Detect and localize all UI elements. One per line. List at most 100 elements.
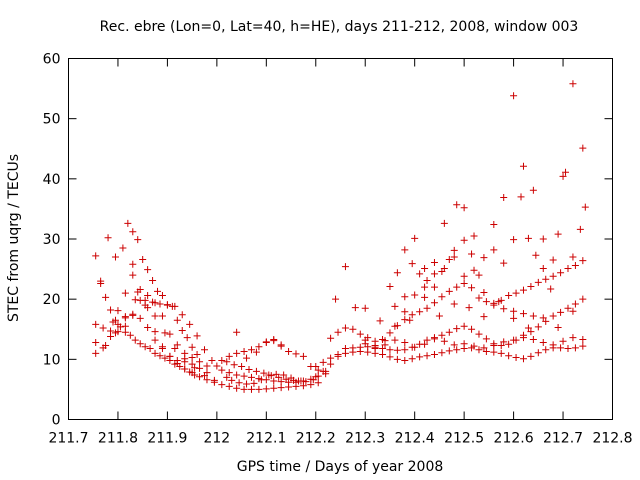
data-point bbox=[557, 308, 565, 316]
data-point bbox=[564, 345, 572, 353]
data-point bbox=[460, 236, 468, 244]
data-point bbox=[319, 367, 327, 375]
data-point bbox=[453, 201, 461, 209]
data-point bbox=[334, 328, 342, 336]
x-tick-label: 212.1 bbox=[246, 431, 286, 447]
data-point bbox=[166, 330, 174, 338]
data-point bbox=[151, 328, 159, 336]
x-tick-label: 212.4 bbox=[395, 431, 435, 447]
data-point bbox=[267, 372, 275, 380]
data-point bbox=[450, 300, 458, 308]
data-point bbox=[107, 306, 115, 314]
data-point bbox=[490, 348, 498, 356]
data-point bbox=[438, 267, 446, 275]
data-point bbox=[416, 353, 424, 361]
data-point bbox=[158, 312, 166, 320]
data-point bbox=[527, 328, 535, 336]
data-point bbox=[144, 292, 152, 300]
data-point bbox=[460, 272, 468, 280]
y-tick-label: 20 bbox=[43, 292, 61, 308]
data-point bbox=[275, 373, 283, 381]
data-point bbox=[327, 354, 335, 362]
data-point bbox=[371, 345, 379, 353]
data-point bbox=[549, 272, 557, 280]
data-point bbox=[529, 312, 537, 320]
data-point bbox=[376, 317, 384, 325]
data-point bbox=[539, 264, 547, 272]
data-point bbox=[524, 324, 532, 332]
data-point bbox=[450, 253, 458, 261]
data-point bbox=[505, 292, 513, 300]
data-point bbox=[527, 352, 535, 360]
data-point bbox=[277, 384, 285, 392]
data-point bbox=[527, 283, 535, 291]
data-point bbox=[178, 326, 186, 334]
data-point bbox=[114, 307, 122, 315]
data-point bbox=[549, 341, 557, 349]
data-point bbox=[450, 341, 458, 349]
data-point bbox=[280, 371, 288, 379]
data-point bbox=[571, 344, 579, 352]
data-point bbox=[393, 269, 401, 277]
data-point bbox=[411, 234, 419, 242]
data-point bbox=[381, 341, 389, 349]
data-point bbox=[539, 338, 547, 346]
data-point bbox=[104, 234, 112, 242]
data-point bbox=[564, 264, 572, 272]
data-point bbox=[299, 352, 307, 360]
data-point bbox=[136, 340, 144, 348]
data-point bbox=[557, 269, 565, 277]
data-point bbox=[401, 293, 409, 301]
data-point bbox=[579, 342, 587, 350]
data-point bbox=[579, 295, 587, 303]
data-point bbox=[213, 362, 221, 370]
data-point bbox=[549, 256, 557, 264]
data-point bbox=[292, 382, 300, 390]
data-point bbox=[482, 348, 490, 356]
data-point bbox=[547, 285, 555, 293]
data-point bbox=[453, 346, 461, 354]
data-point bbox=[519, 310, 527, 318]
data-point bbox=[539, 314, 547, 322]
data-point bbox=[193, 332, 201, 340]
y-tick-label: 40 bbox=[43, 172, 61, 188]
data-point bbox=[542, 346, 550, 354]
data-point bbox=[450, 246, 458, 254]
data-point bbox=[173, 341, 181, 349]
data-point bbox=[517, 193, 525, 201]
data-point bbox=[411, 291, 419, 299]
data-point bbox=[218, 357, 226, 365]
data-point bbox=[430, 258, 438, 266]
data-point bbox=[475, 294, 483, 302]
data-point bbox=[480, 254, 488, 262]
data-point bbox=[158, 343, 166, 351]
data-point bbox=[554, 323, 562, 331]
data-point bbox=[327, 334, 335, 342]
data-point bbox=[510, 314, 518, 322]
data-point bbox=[134, 236, 142, 244]
data-point bbox=[438, 293, 446, 301]
data-point bbox=[512, 354, 520, 362]
data-point bbox=[334, 352, 342, 360]
data-point bbox=[196, 364, 204, 372]
data-point bbox=[524, 234, 532, 242]
data-point bbox=[151, 349, 159, 357]
data-point bbox=[497, 341, 505, 349]
data-point bbox=[218, 381, 226, 389]
data-point bbox=[557, 344, 565, 352]
data-point bbox=[285, 348, 293, 356]
data-point bbox=[406, 316, 414, 324]
data-point bbox=[379, 345, 387, 353]
data-point bbox=[579, 335, 587, 343]
data-point bbox=[111, 329, 119, 337]
data-point bbox=[349, 344, 357, 352]
data-point bbox=[519, 355, 527, 363]
data-point bbox=[252, 367, 260, 375]
data-point bbox=[423, 336, 431, 344]
data-point bbox=[129, 310, 137, 318]
x-tick-label: 212.6 bbox=[494, 431, 534, 447]
data-point bbox=[203, 369, 211, 377]
data-point bbox=[131, 296, 139, 304]
data-point bbox=[196, 358, 204, 366]
data-point bbox=[571, 261, 579, 269]
